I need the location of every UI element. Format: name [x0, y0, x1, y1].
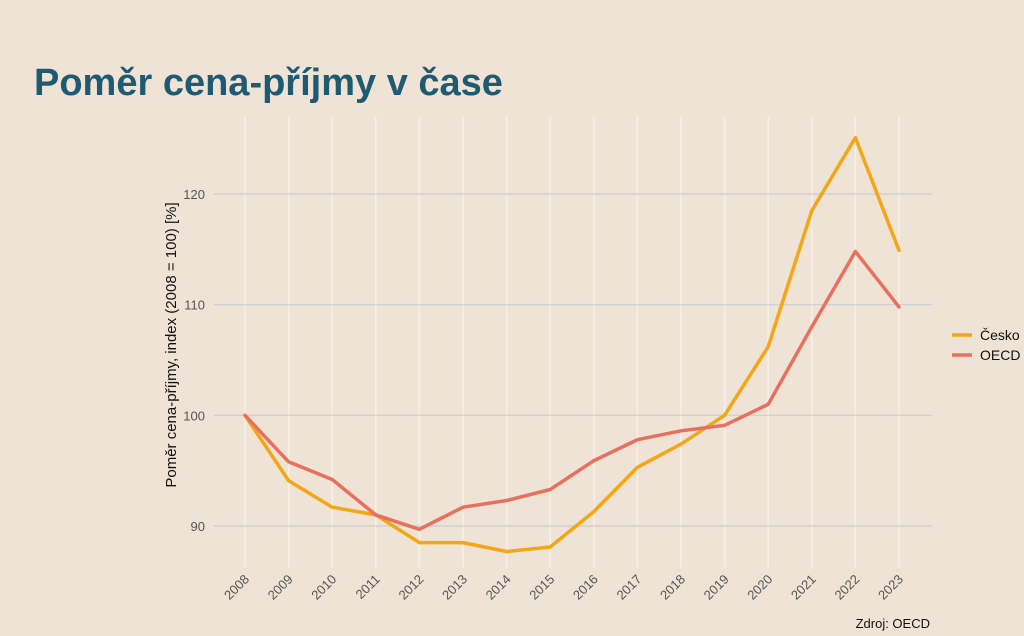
- x-tick-label: 2022: [831, 572, 862, 603]
- legend: Česko OECD: [952, 327, 1020, 363]
- page-title: Poměr cena-příjmy v čase: [34, 62, 503, 104]
- x-tick-label: 2019: [701, 572, 732, 603]
- x-tick-label: 2018: [657, 572, 688, 603]
- legend-label: OECD: [980, 347, 1020, 363]
- x-tick-label: 2013: [439, 572, 470, 603]
- legend-label: Česko: [980, 327, 1020, 343]
- y-tick-label: 100: [183, 408, 205, 423]
- x-tick-label: 2015: [526, 572, 557, 603]
- y-tick-label: 120: [183, 187, 205, 202]
- series-line-oecd: [243, 249, 901, 532]
- x-tick-label: 2017: [613, 572, 644, 603]
- x-tick-label: 2014: [483, 572, 514, 603]
- y-tick-label: 110: [184, 298, 205, 313]
- vertical-gridlines: [244, 117, 900, 567]
- y-axis-label: Poměr cena-příjmy, index (2008 = 100) [%…: [163, 202, 180, 487]
- source-note: Zdroj: OECD: [856, 616, 930, 631]
- x-tick-label: 2016: [570, 572, 601, 603]
- y-axis-ticks: 90 100 110 120: [183, 187, 205, 534]
- horizontal-gridlines: [214, 193, 932, 527]
- series-line-česko: [243, 135, 901, 554]
- x-axis-ticks: 2008 2009 2010 2011 2012 2013 2014 2015 2016 2017…: [221, 572, 906, 603]
- x-tick-label: 2012: [395, 572, 426, 603]
- series-lines: [243, 135, 901, 554]
- x-tick-label: 2009: [265, 572, 296, 603]
- x-tick-label: 2010: [308, 572, 339, 603]
- x-tick-label: 2011: [353, 572, 383, 602]
- x-tick-label: 2023: [875, 572, 906, 603]
- y-tick-label: 90: [191, 519, 205, 534]
- x-tick-label: 2008: [221, 572, 252, 603]
- x-tick-label: 2021: [788, 572, 819, 603]
- x-tick-label: 2020: [744, 572, 775, 603]
